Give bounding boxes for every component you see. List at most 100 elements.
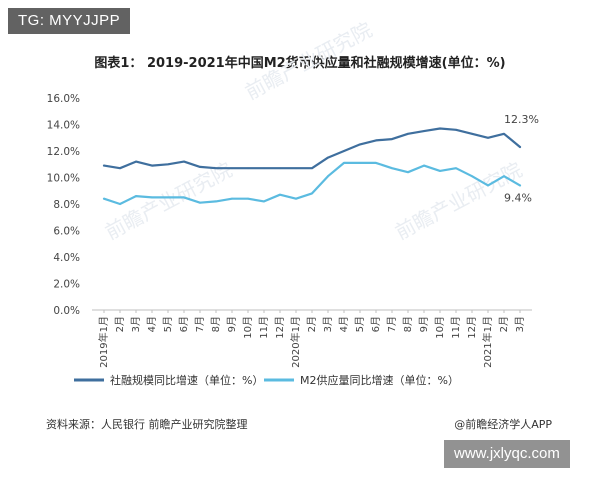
x-tick-label: 8月 <box>402 316 414 332</box>
y-tick-label: 6.0% <box>53 226 80 238</box>
series-point <box>183 160 185 163</box>
x-tick-label: 3月 <box>514 316 526 332</box>
series-point <box>455 128 457 131</box>
x-tick-label: 11月 <box>258 316 270 339</box>
series-point <box>247 197 249 200</box>
watermark-tag: TG: MYYJJPP <box>8 8 131 34</box>
series-point <box>151 196 153 199</box>
x-tick-label: 2019年1月 <box>97 316 110 368</box>
series-point <box>119 167 121 170</box>
series-point <box>375 162 377 164</box>
series-point <box>359 143 361 146</box>
watermark-text-0: 前瞻产业研究院 <box>241 17 376 104</box>
legend-label-0: 社融规模同比增速（单位：%） <box>110 373 263 387</box>
site-url-watermark: www.jxlyqc.com <box>444 440 570 468</box>
series-point <box>311 167 313 170</box>
x-tick-label: 6月 <box>370 316 382 332</box>
x-tick-label: 4月 <box>146 316 158 332</box>
x-tick-label: 5月 <box>162 316 174 332</box>
series-point <box>103 164 105 167</box>
end-value-label-1: 9.4% <box>504 191 532 204</box>
series-point <box>183 196 185 199</box>
x-tick-label: 12月 <box>466 316 478 339</box>
y-tick-label: 2.0% <box>53 279 80 291</box>
series-point <box>407 132 409 135</box>
series-point <box>135 160 137 163</box>
x-tick-label: 5月 <box>354 316 366 332</box>
series-point <box>519 146 521 148</box>
y-tick-label: 10.0% <box>47 173 80 185</box>
series-line-0 <box>102 127 522 170</box>
x-tick-label: 2月 <box>306 316 318 332</box>
series-point <box>263 167 265 170</box>
series-point <box>503 132 505 135</box>
series-point <box>231 197 233 200</box>
series-point <box>279 167 281 170</box>
credit-note: @前瞻经济学人APP <box>454 418 552 431</box>
series-point <box>247 167 249 170</box>
series-point <box>199 201 201 204</box>
series-point <box>327 175 329 178</box>
series-point <box>167 163 169 166</box>
series-point <box>311 192 313 195</box>
series-point <box>455 167 457 170</box>
series-point <box>423 130 425 133</box>
x-tick-label: 7月 <box>194 316 206 332</box>
x-tick-label: 2020年1月 <box>289 316 302 368</box>
series-point <box>327 156 329 159</box>
x-tick-label: 2021年1月 <box>481 316 494 368</box>
legend-label-1: M2供应量同比增速（单位：%） <box>300 373 459 387</box>
y-tick-label: 0.0% <box>53 305 80 317</box>
series-point <box>279 193 281 196</box>
series-point <box>295 197 297 200</box>
x-tick-label: 3月 <box>322 316 334 332</box>
x-tick-label: 9月 <box>418 316 430 332</box>
series-point <box>471 132 473 135</box>
series-point <box>231 167 233 170</box>
x-tick-label: 6月 <box>178 316 190 332</box>
y-tick-label: 14.0% <box>47 120 80 132</box>
y-tick-label: 12.0% <box>47 146 80 158</box>
x-tick-label: 10月 <box>434 316 446 339</box>
series-point <box>503 175 505 178</box>
series-point <box>215 200 217 203</box>
series-point <box>439 127 441 130</box>
series-point <box>199 166 201 168</box>
x-tick-label: 11月 <box>450 316 462 339</box>
series-point <box>471 175 473 178</box>
series-point <box>119 203 121 205</box>
series-point <box>391 138 393 140</box>
y-tick-label: 16.0% <box>47 93 80 105</box>
series-point <box>167 196 169 199</box>
series-point <box>423 164 425 167</box>
x-tick-label: 2月 <box>498 316 510 332</box>
x-tick-label: 9月 <box>226 316 238 332</box>
x-tick-label: 3月 <box>130 316 142 332</box>
y-tick-label: 8.0% <box>53 199 80 211</box>
series-point <box>295 167 297 170</box>
series-point <box>343 150 345 152</box>
series-point <box>359 162 361 164</box>
x-tick-label: 10月 <box>242 316 254 339</box>
series-point <box>263 200 265 203</box>
series-point <box>135 195 137 197</box>
series-point <box>407 171 409 174</box>
x-tick-label: 12月 <box>274 316 286 339</box>
series-point <box>103 197 105 200</box>
end-value-label-0: 12.3% <box>504 113 539 126</box>
y-tick-label: 4.0% <box>53 252 80 264</box>
series-point <box>519 184 521 187</box>
series-point <box>391 167 393 170</box>
series-point <box>215 167 217 170</box>
series-point <box>487 184 489 187</box>
x-tick-label: 7月 <box>386 316 398 332</box>
x-tick-label: 2月 <box>114 316 126 332</box>
x-tick-label: 4月 <box>338 316 350 332</box>
source-note: 资料来源：人民银行 前瞻产业研究院整理 <box>46 418 248 431</box>
series-point <box>487 136 489 139</box>
series-point <box>343 162 345 164</box>
series-point <box>439 169 441 172</box>
series-point <box>151 164 153 167</box>
chart-title: 图表1： 2019-2021年中国M2货币供应量和社融规模增速(单位：%) <box>94 56 506 71</box>
